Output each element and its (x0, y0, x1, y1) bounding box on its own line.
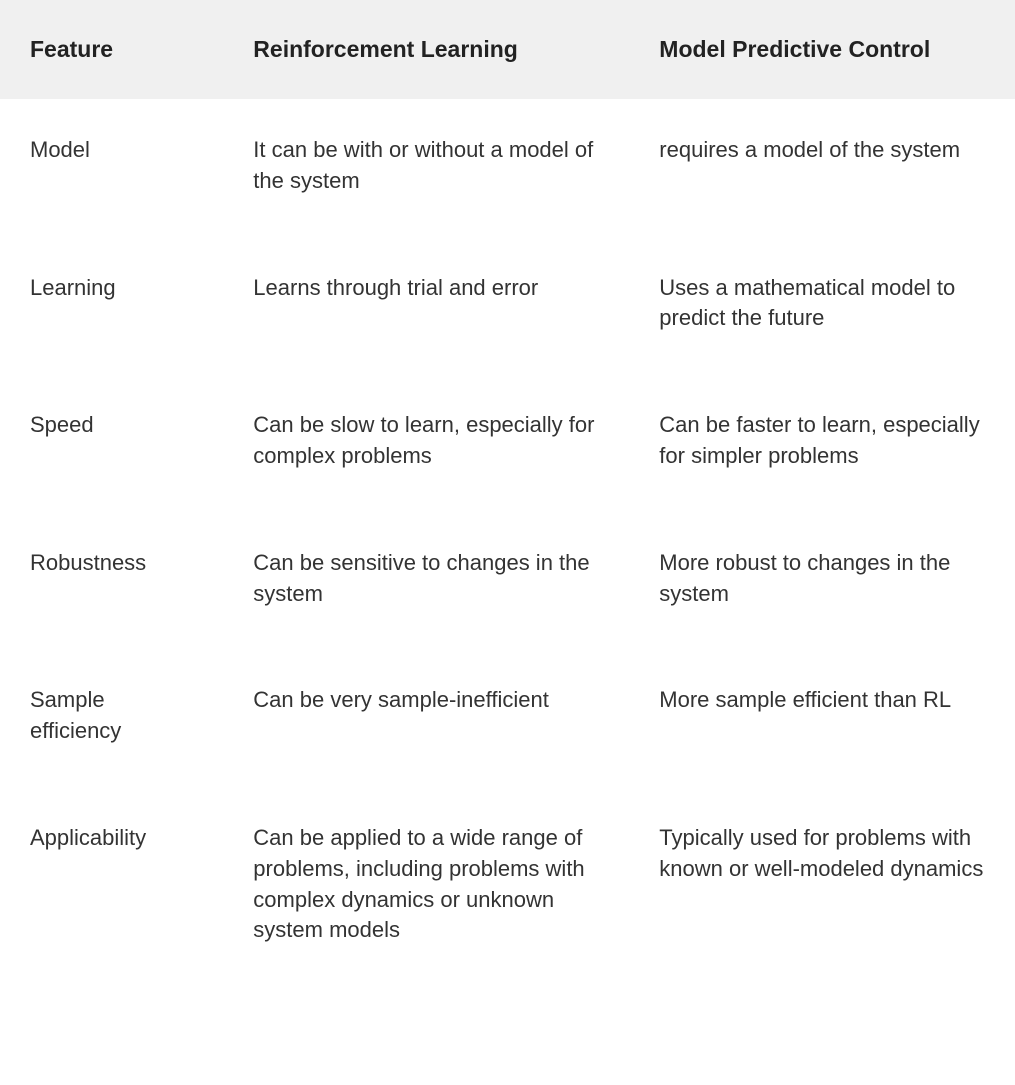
cell-feature: Applicability (0, 787, 223, 986)
cell-mpc: Can be faster to learn, especially for s… (629, 374, 1015, 512)
header-mpc: Model Predictive Control (629, 0, 1015, 99)
cell-mpc: requires a model of the system (629, 99, 1015, 237)
table-row: Applicability Can be applied to a wide r… (0, 787, 1015, 986)
cell-feature: Robustness (0, 512, 223, 650)
cell-feature: Model (0, 99, 223, 237)
comparison-table: Feature Reinforcement Learning Model Pre… (0, 0, 1015, 986)
cell-rl: Can be very sample-inefficient (223, 649, 629, 787)
cell-mpc: Typically used for problems with known o… (629, 787, 1015, 986)
table-row: Speed Can be slow to learn, especially f… (0, 374, 1015, 512)
table-row: Learning Learns through trial and error … (0, 237, 1015, 375)
cell-mpc: Uses a mathematical model to predict the… (629, 237, 1015, 375)
table-header-row: Feature Reinforcement Learning Model Pre… (0, 0, 1015, 99)
cell-feature: Speed (0, 374, 223, 512)
table-row: Sample efficiency Can be very sample-ine… (0, 649, 1015, 787)
cell-feature: Learning (0, 237, 223, 375)
cell-mpc: More sample efficient than RL (629, 649, 1015, 787)
cell-mpc: More robust to changes in the system (629, 512, 1015, 650)
header-rl: Reinforcement Learning (223, 0, 629, 99)
cell-rl: Can be applied to a wide range of proble… (223, 787, 629, 986)
cell-rl: Can be slow to learn, especially for com… (223, 374, 629, 512)
cell-rl: Can be sensitive to changes in the syste… (223, 512, 629, 650)
cell-rl: It can be with or without a model of the… (223, 99, 629, 237)
table-row: Model It can be with or without a model … (0, 99, 1015, 237)
cell-feature: Sample efficiency (0, 649, 223, 787)
cell-rl: Learns through trial and error (223, 237, 629, 375)
header-feature: Feature (0, 0, 223, 99)
table-row: Robustness Can be sensitive to changes i… (0, 512, 1015, 650)
